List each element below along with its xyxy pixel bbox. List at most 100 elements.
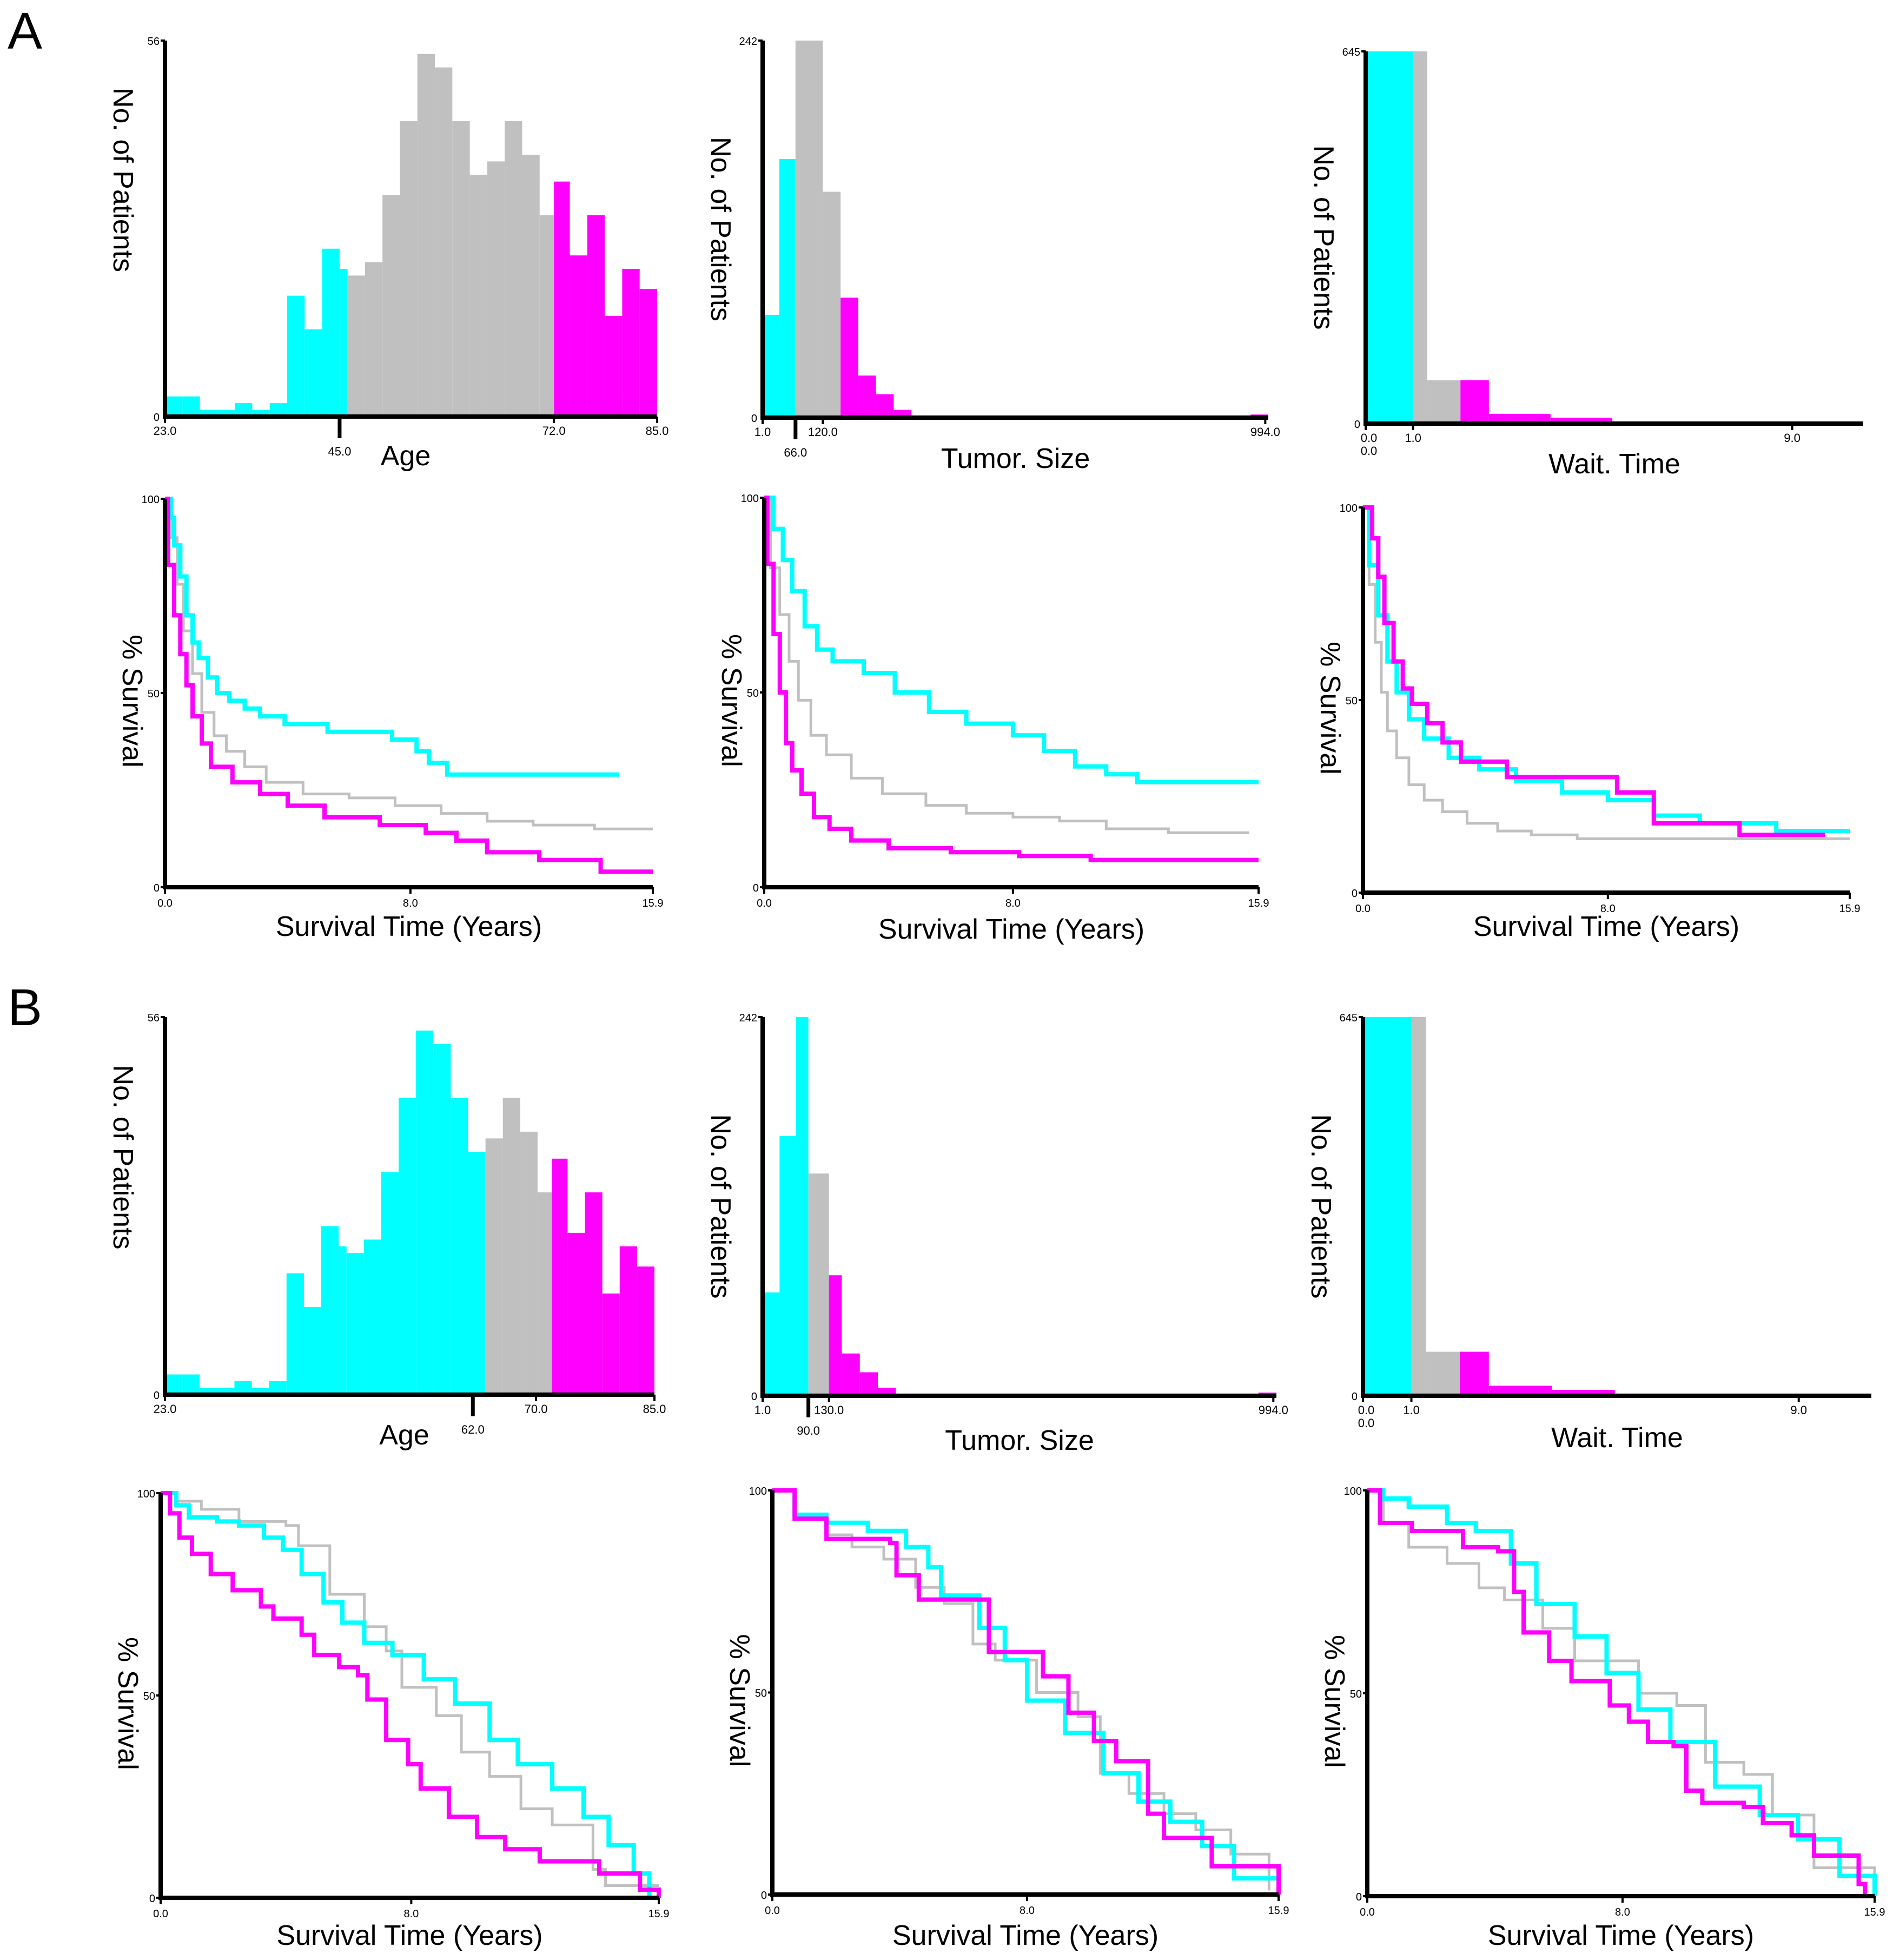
- histogram-age: 0 56 23.0 45.0 72.0 85.0 Age No. of Patients: [107, 36, 668, 472]
- histogram-bar: [468, 1152, 486, 1395]
- survival-curve-low: [1363, 505, 1850, 834]
- x-axis-title: Wait. Time: [1551, 1422, 1683, 1454]
- histogram-bar: [399, 1098, 416, 1395]
- x-tick-label: 85.0: [646, 424, 669, 438]
- histogram-bar: [1460, 380, 1489, 424]
- histogram-tumor-size: 0 242 1.0 90.0 130.0 994.0 Tumor. Size No. of P…: [705, 1012, 1288, 1456]
- histogram-bar: [235, 403, 253, 417]
- histogram-bar: [639, 289, 657, 417]
- x-tick-label: 70.0: [525, 1402, 548, 1416]
- histogram-bar: [1488, 413, 1551, 424]
- survival-curve-high: [165, 497, 653, 874]
- histogram-bar: [796, 1017, 809, 1396]
- histogram-bar: [622, 268, 640, 417]
- histogram-bar: [287, 295, 305, 417]
- histogram-bar: [286, 1273, 304, 1395]
- survival-curve-mid: [1363, 506, 1850, 840]
- histogram-bar: [305, 329, 322, 417]
- histogram-bar: [416, 1030, 434, 1395]
- y-axis-title: No. of Patients: [107, 1065, 138, 1249]
- x-tick-label: 15.9: [1864, 1906, 1885, 1918]
- histogram-bar: [339, 1246, 347, 1395]
- y-axis-title: No. of Patients: [107, 88, 138, 272]
- histogram-bar: [365, 262, 383, 417]
- histogram-bar: [829, 1275, 842, 1396]
- x-axis-title: Tumor. Size: [941, 443, 1090, 474]
- survival-curve-mid: [772, 1489, 1270, 1891]
- x-axis-title: Survival Time (Years): [878, 914, 1144, 945]
- x-axis-title: Survival Time (Years): [276, 911, 542, 942]
- histogram-bar: [858, 375, 876, 418]
- x-tick-label: 0.0: [1361, 431, 1378, 445]
- x-tick-label: 9.0: [1784, 431, 1801, 445]
- histogram-bar: [339, 268, 348, 417]
- x-tick-label: 1.0: [754, 425, 771, 439]
- histogram-bar: [763, 1292, 780, 1396]
- histogram-bar: [570, 255, 587, 417]
- y-axis-title: % Survival: [112, 1637, 143, 1770]
- survival-plot: 0 50 100 0.0 8.0 15.9 Survival Time (Years) % S…: [1314, 503, 1860, 942]
- histogram-bar: [381, 1172, 399, 1395]
- histogram-bar: [165, 1374, 183, 1395]
- y-tick-label: 50: [1350, 1688, 1362, 1700]
- y-tick-label: 56: [148, 36, 160, 48]
- histogram-bar: [322, 248, 340, 417]
- histogram-bar: [537, 1192, 552, 1395]
- survival-curve-low: [161, 1491, 652, 1898]
- x-tick-label: 130.0: [814, 1403, 844, 1417]
- histogram-bar: [1366, 51, 1413, 424]
- x-tick-label: 15.9: [1268, 1905, 1289, 1917]
- x-tick-label: 15.9: [1248, 897, 1269, 909]
- histogram-bar: [400, 121, 418, 417]
- x-tick-label: 0.0: [765, 1905, 780, 1917]
- histogram-bar: [779, 159, 796, 418]
- histogram-bar: [346, 1253, 364, 1395]
- x-tick-label: 15.9: [648, 1908, 670, 1920]
- y-tick-label: 100: [142, 494, 160, 506]
- histogram-wait-time: 0 645 0.0 1.0 9.0 0.0 Wait. Time No. of Patient…: [1308, 47, 1863, 480]
- y-tick-label: 56: [148, 1012, 160, 1024]
- x-tick-label: 8.0: [1005, 897, 1021, 909]
- histogram-bar: [469, 175, 487, 417]
- y-tick-label: 0: [1352, 1391, 1358, 1403]
- x-tick-label: 8.0: [1600, 903, 1616, 915]
- y-tick-label: 242: [739, 1012, 757, 1024]
- survival-curve-low: [772, 1488, 1281, 1895]
- histogram-bar: [417, 54, 435, 417]
- x-tick-label: 8.0: [403, 897, 418, 909]
- histogram-bar: [269, 403, 288, 417]
- x-tick-label: 1.0: [1405, 431, 1421, 445]
- x-tick-sub-label: 0.0: [1361, 444, 1378, 458]
- x-tick-label: 85.0: [643, 1402, 666, 1416]
- histogram-bar: [859, 1372, 878, 1396]
- x-tick-label: 8.0: [403, 1908, 419, 1920]
- survival-plot: 0 50 100 0.0 8.0 15.9 Survival Time (Years) % S…: [112, 1488, 669, 1951]
- x-tick-sub-label: 0.0: [1358, 1416, 1375, 1430]
- survival-curve-mid: [161, 1492, 659, 1888]
- survival-curve-mid: [1367, 1489, 1876, 1888]
- survival-curve-low: [165, 497, 619, 777]
- histogram-bar: [1411, 1017, 1426, 1396]
- x-tick-label: 994.0: [1259, 1403, 1288, 1417]
- x-axis-title: Age: [379, 1420, 429, 1451]
- x-tick-label: 15.9: [643, 897, 664, 909]
- y-tick-label: 100: [137, 1488, 155, 1500]
- histogram-bar: [1427, 380, 1461, 424]
- survival-curve-mid: [165, 497, 653, 830]
- histogram-bar: [779, 1136, 796, 1396]
- x-axis-title: Survival Time (Years): [892, 1920, 1159, 1951]
- y-axis-title: % Survival: [716, 634, 747, 767]
- x-tick-label: 994.0: [1250, 425, 1280, 439]
- survival-curve-low: [1367, 1488, 1877, 1896]
- histogram-bar: [382, 195, 400, 417]
- y-axis-title: No. of Patients: [705, 137, 736, 321]
- survival-curve-high: [161, 1491, 661, 1898]
- histogram-bar: [363, 1239, 381, 1395]
- histogram-bar: [585, 1192, 603, 1395]
- y-axis-title: % Survival: [1314, 642, 1346, 775]
- histogram-bar: [605, 315, 623, 417]
- x-tick-label: 1.0: [1403, 1403, 1420, 1417]
- y-tick-label: 0: [751, 413, 757, 425]
- x-tick-label: 0.0: [157, 897, 173, 909]
